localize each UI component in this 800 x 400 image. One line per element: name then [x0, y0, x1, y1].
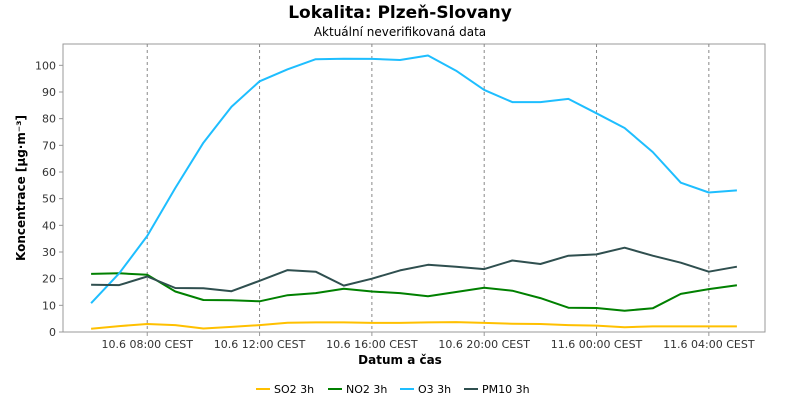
y-tick-label: 30 [42, 246, 56, 259]
x-tick-label: 10.6 12:00 CEST [214, 338, 306, 351]
y-tick-label: 50 [42, 193, 56, 206]
x-tick-label: 10.6 16:00 CEST [326, 338, 418, 351]
plot-area [62, 43, 766, 333]
legend-label-pm10: PM10 3h [482, 383, 530, 396]
y-tick-label: 100 [35, 59, 56, 72]
y-tick-label: 10 [42, 299, 56, 312]
x-axis-label: Datum a čas [358, 353, 442, 367]
legend-label-no2: NO2 3h [346, 383, 387, 396]
y-tick-label: 20 [42, 273, 56, 286]
chart-subtitle: Aktuální neverifikovaná data [314, 25, 486, 39]
y-tick-label: 40 [42, 219, 56, 232]
y-axis-label: Koncentrace [µg·m⁻³] [14, 115, 28, 261]
series-lines [90, 54, 738, 330]
series-line-no2 [91, 272, 738, 312]
legend: SO2 3h NO2 3h O3 3h PM10 3h [256, 383, 530, 396]
legend-label-so2: SO2 3h [274, 383, 314, 396]
axes: 0 10 20 30 40 50 60 70 80 90 100 10.6 08:00 CEST 10.… [35, 59, 755, 351]
series-line-pm10 [91, 246, 738, 293]
y-tick-label: 70 [42, 139, 56, 152]
grid [146, 44, 710, 332]
x-tick-label: 11.6 04:00 CEST [663, 338, 755, 351]
chart-title: Lokalita: Plzeň-Slovany [288, 3, 512, 23]
x-tick-label: 10.6 08:00 CEST [101, 338, 193, 351]
x-tick-label: 10.6 20:00 CEST [438, 338, 530, 351]
legend-label-o3: O3 3h [418, 383, 451, 396]
y-tick-label: 60 [42, 166, 56, 179]
y-tick-label: 90 [42, 86, 56, 99]
x-tick-label: 11.6 00:00 CEST [551, 338, 643, 351]
y-tick-label: 80 [42, 113, 56, 126]
series-line-o3 [90, 54, 737, 304]
series-line-so2 [91, 321, 737, 330]
y-tick-label: 0 [49, 326, 56, 339]
